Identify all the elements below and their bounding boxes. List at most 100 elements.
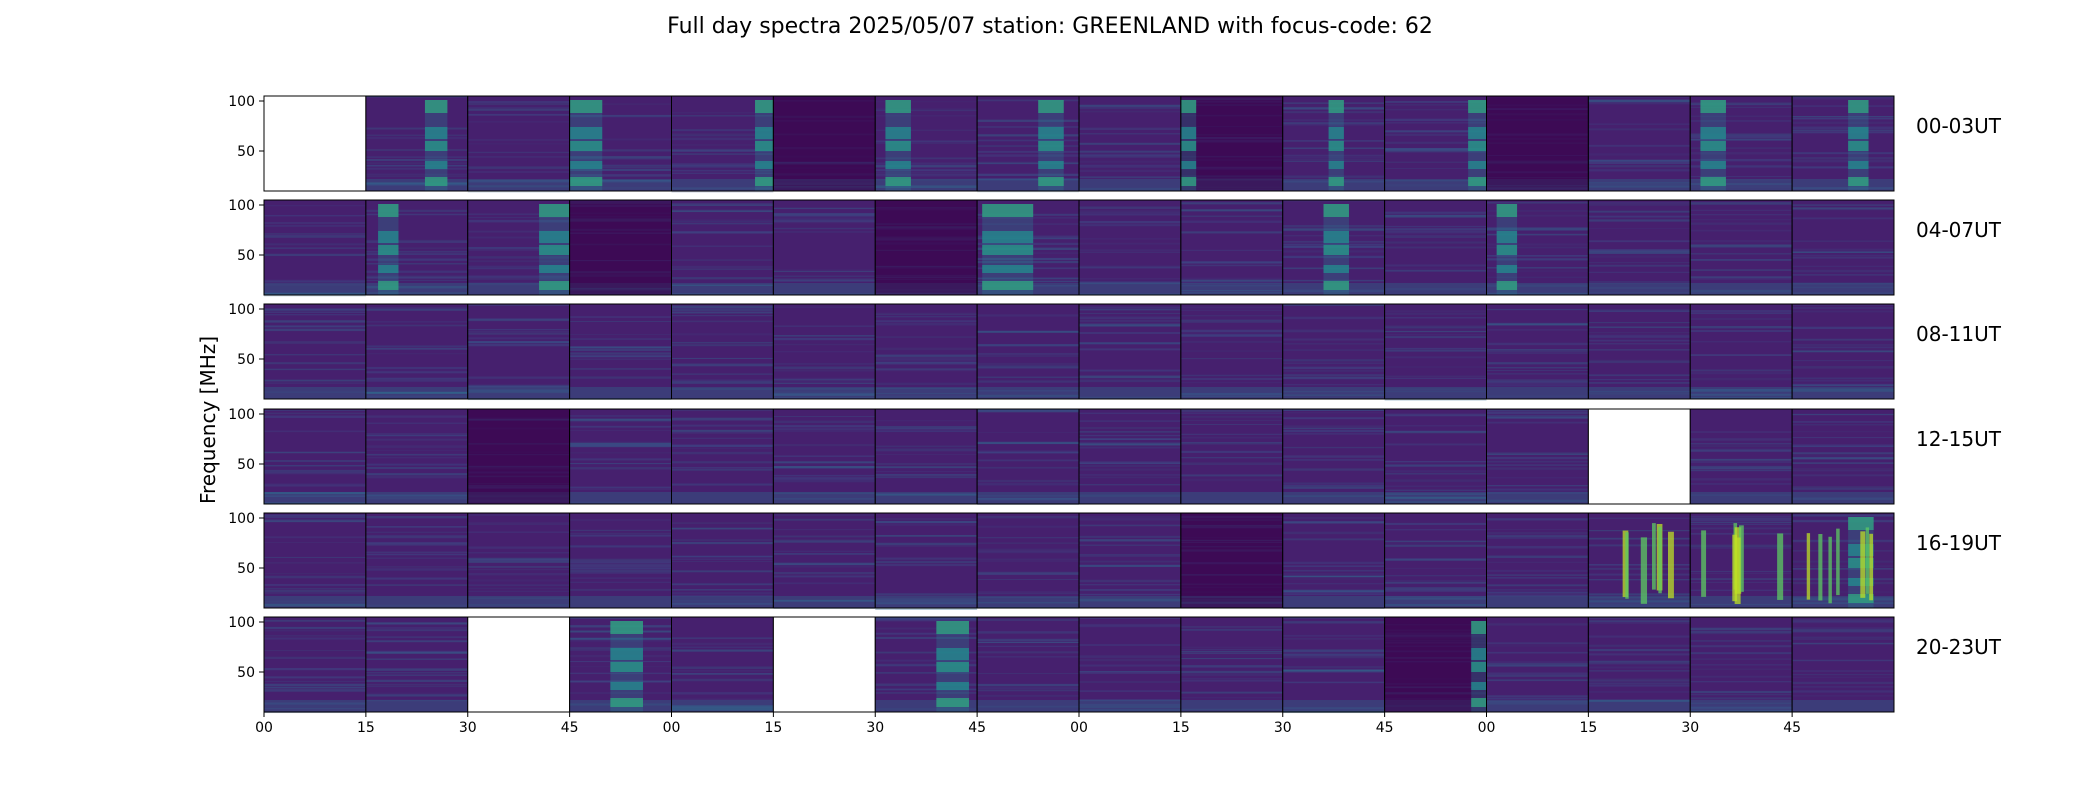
spectral-line	[1588, 606, 1691, 608]
spectral-line	[1690, 443, 1793, 445]
y-tick-label: 50	[237, 665, 255, 681]
spectral-line	[1384, 214, 1487, 217]
burst-band	[982, 281, 1034, 290]
spectral-line	[1792, 248, 1894, 251]
spectral-line	[1282, 304, 1385, 306]
spectral-line	[977, 441, 1079, 444]
spectral-line	[671, 555, 774, 557]
low-band-noise	[1384, 387, 1487, 399]
spectral-line	[264, 410, 366, 411]
spectral-line	[1079, 644, 1181, 647]
spectral-line	[1282, 593, 1385, 596]
spectral-line	[1384, 543, 1487, 545]
spectrum-panel	[365, 616, 469, 713]
spectral-line	[1588, 699, 1691, 702]
spectral-line	[365, 686, 468, 688]
spectral-line	[1690, 240, 1793, 243]
spectral-line	[1079, 369, 1181, 372]
spectral-line	[1384, 582, 1487, 584]
spectral-line	[1690, 106, 1793, 109]
spectrum-panel	[1689, 199, 1793, 296]
spectral-line	[264, 667, 366, 671]
spectral-line	[1690, 604, 1793, 606]
spectral-line	[1690, 627, 1793, 631]
burst-band	[610, 698, 643, 707]
spectrum-panel	[1180, 408, 1284, 505]
spectral-line	[569, 200, 672, 203]
spectral-line	[365, 252, 468, 254]
spectral-line	[569, 572, 672, 575]
spectral-line	[1384, 639, 1487, 642]
low-band-noise	[1690, 283, 1793, 295]
spectral-line	[1384, 325, 1487, 329]
spectral-line	[773, 269, 876, 272]
spectral-line	[1384, 234, 1487, 236]
spectral-line	[365, 463, 468, 465]
spectral-line	[467, 213, 570, 215]
spectral-line	[569, 157, 672, 159]
spectral-line	[1486, 227, 1589, 231]
spectral-line	[1079, 332, 1181, 335]
burst-envelope	[610, 621, 643, 712]
spectral-line	[1792, 474, 1894, 477]
spectral-line	[1792, 638, 1894, 640]
spectral-line	[1384, 522, 1487, 525]
burst-envelope	[1468, 100, 1487, 191]
spectral-line	[1486, 535, 1589, 538]
spectral-line	[773, 474, 876, 477]
burst-envelope	[378, 204, 399, 295]
spectral-line	[1384, 567, 1487, 569]
spectrum-panel	[1486, 408, 1589, 505]
spectral-line	[875, 165, 978, 168]
row-time-label: 04-07UT	[1916, 218, 2002, 242]
panel-background	[875, 304, 978, 399]
spectral-line	[365, 175, 468, 177]
spectral-line	[569, 487, 672, 491]
spectral-line	[1690, 133, 1793, 136]
spectral-line	[467, 417, 570, 420]
spectral-line	[977, 618, 1079, 621]
spectral-line	[1690, 310, 1793, 313]
spectral-line	[875, 672, 978, 674]
spectral-line	[671, 169, 774, 172]
spectral-line	[875, 448, 978, 452]
panel-background	[977, 304, 1079, 399]
spectral-line	[1384, 489, 1487, 491]
low-band-noise	[1079, 387, 1181, 399]
spectral-line	[1690, 259, 1793, 261]
spectral-line	[569, 444, 672, 448]
spectral-line	[875, 142, 978, 144]
spectral-line	[977, 173, 1079, 177]
spectral-line	[773, 539, 876, 542]
spectral-line	[1079, 251, 1181, 253]
spectral-line	[875, 651, 978, 653]
spectral-line	[365, 392, 468, 394]
spectral-line	[467, 143, 570, 145]
spectral-line	[671, 429, 774, 432]
spectral-line	[1079, 151, 1181, 153]
spectral-line	[569, 346, 672, 349]
spectral-line	[977, 178, 1079, 180]
spectrum-panel	[365, 95, 469, 192]
spectral-line	[1690, 341, 1793, 343]
spectral-line	[1792, 305, 1894, 307]
burst-band	[1328, 177, 1344, 186]
panel-background	[875, 409, 978, 504]
low-band-noise	[773, 283, 876, 295]
spectral-line	[1180, 678, 1283, 680]
spectral-line	[1588, 169, 1691, 172]
spectral-line	[365, 391, 468, 394]
spectral-line	[1588, 600, 1691, 603]
low-band-noise	[569, 283, 672, 295]
spectral-line	[875, 242, 978, 245]
panel-background	[1079, 96, 1181, 191]
spectral-line	[1282, 227, 1385, 230]
y-tick-label: 100	[228, 511, 255, 527]
spectral-line	[264, 415, 366, 418]
spectral-line	[1282, 634, 1385, 637]
spectral-line	[875, 494, 978, 496]
spectral-line	[365, 395, 468, 398]
spectral-line	[1792, 273, 1894, 276]
spectral-line	[1486, 381, 1589, 384]
spectral-line	[264, 519, 366, 522]
